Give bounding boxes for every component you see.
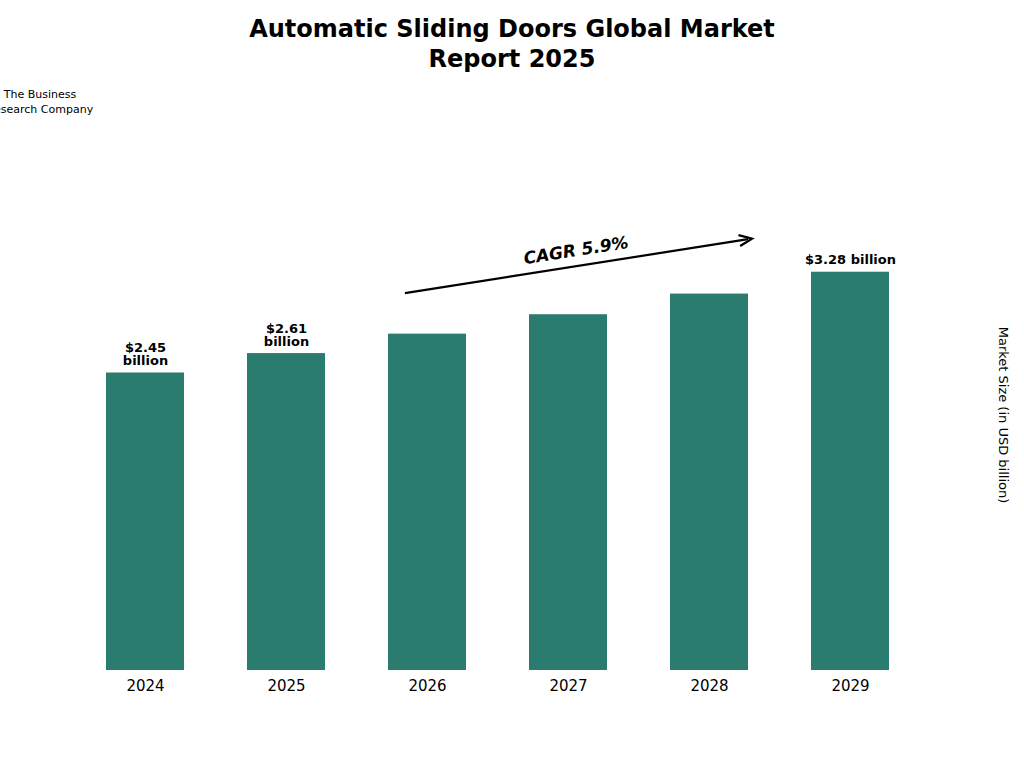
svg-text:2029: 2029 <box>831 677 869 695</box>
svg-text:2026: 2026 <box>408 677 446 695</box>
svg-text:The BusinessResearch Company: The BusinessResearch Company <box>0 88 94 116</box>
svg-text:$3.28 billion: $3.28 billion <box>805 252 896 267</box>
html-text:Automatic Sliding Doors Global: Automatic Sliding Doors Global Market Re… <box>249 15 775 73</box>
svg-text:CAGR 5.9%: CAGR 5.9% <box>522 232 630 268</box>
svg-text:$2.61billion: $2.61billion <box>264 321 309 349</box>
svg-text:$2.45billion: $2.45billion <box>123 340 168 368</box>
svg-text:2025: 2025 <box>267 677 305 695</box>
svg-text:2024: 2024 <box>126 677 164 695</box>
svg-text:Market Size (in USD billion): Market Size (in USD billion) <box>996 327 1011 504</box>
svg-text:2027: 2027 <box>549 677 587 695</box>
svg-text:2028: 2028 <box>690 677 728 695</box>
